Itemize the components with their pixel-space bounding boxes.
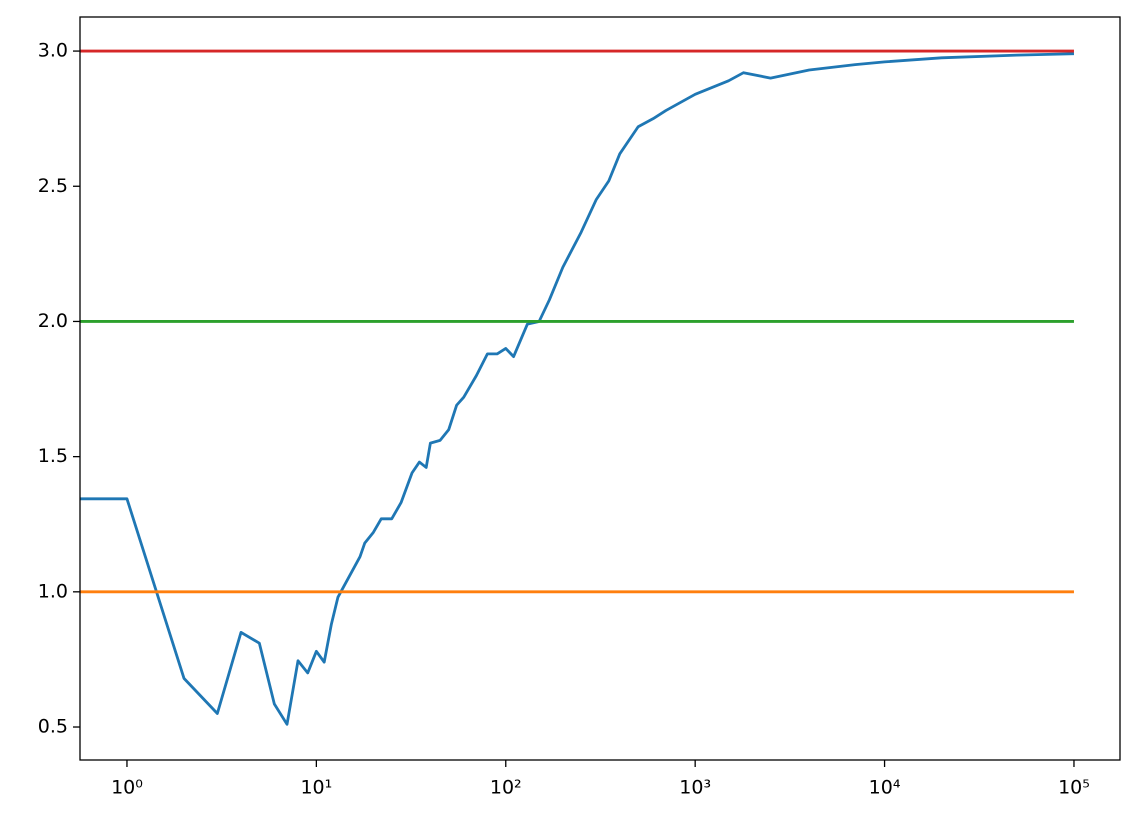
y-tick-label: 1.0 [38, 580, 68, 602]
x-tick-label: 10⁰ [111, 777, 143, 799]
y-tick-label: 1.5 [38, 445, 68, 467]
y-tick-label: 2.5 [38, 175, 68, 197]
x-tick-label: 10² [490, 777, 522, 799]
axes-frame [79, 16, 1121, 761]
x-tick-label: 10⁵ [1058, 777, 1090, 799]
y-tick-label: 2.0 [38, 310, 68, 332]
line-series [80, 52, 1075, 726]
y-tick-label: 3.0 [38, 40, 68, 62]
x-tick-label: 10³ [679, 777, 711, 799]
x-tick-label: 10⁴ [869, 777, 901, 799]
y-tick-label: 0.5 [38, 716, 68, 738]
x-tick-label: 10¹ [300, 777, 332, 799]
